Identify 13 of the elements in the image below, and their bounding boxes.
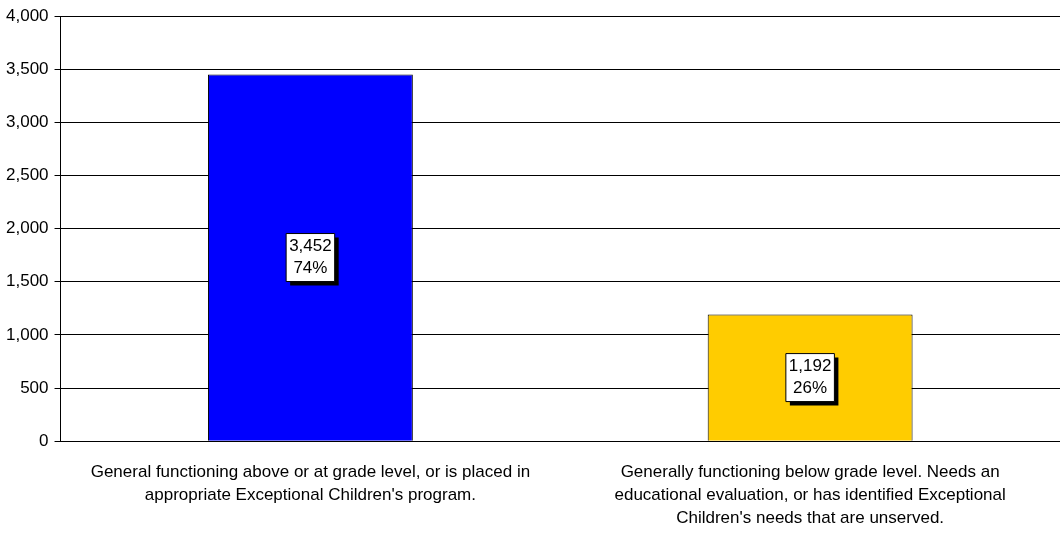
data-label: 1,192 26%	[788, 356, 832, 398]
y-tick-label: 4,000	[5, 5, 49, 25]
y-tick-label: 0	[39, 430, 49, 450]
data-label: 3,452 74%	[289, 236, 332, 278]
x-tick-label: General functioning above or at grade level, or is placed in appropriate Exceptional Children's program.	[90, 462, 531, 505]
y-tick-label: 3,500	[5, 59, 49, 79]
y-tick-label: 2,500	[5, 165, 49, 185]
y-tick-label: 1,000	[5, 324, 49, 344]
y-tick-label: 2,000	[5, 218, 49, 238]
x-tick-label: Generally functioning below grade level. Needs an educational evaluation, or has identified Exceptional Children's needs that are unserved.	[614, 462, 1006, 528]
y-tick-label: 1,500	[5, 271, 49, 291]
y-tick-label: 3,000	[5, 112, 49, 132]
y-tick-label: 500	[20, 377, 49, 397]
